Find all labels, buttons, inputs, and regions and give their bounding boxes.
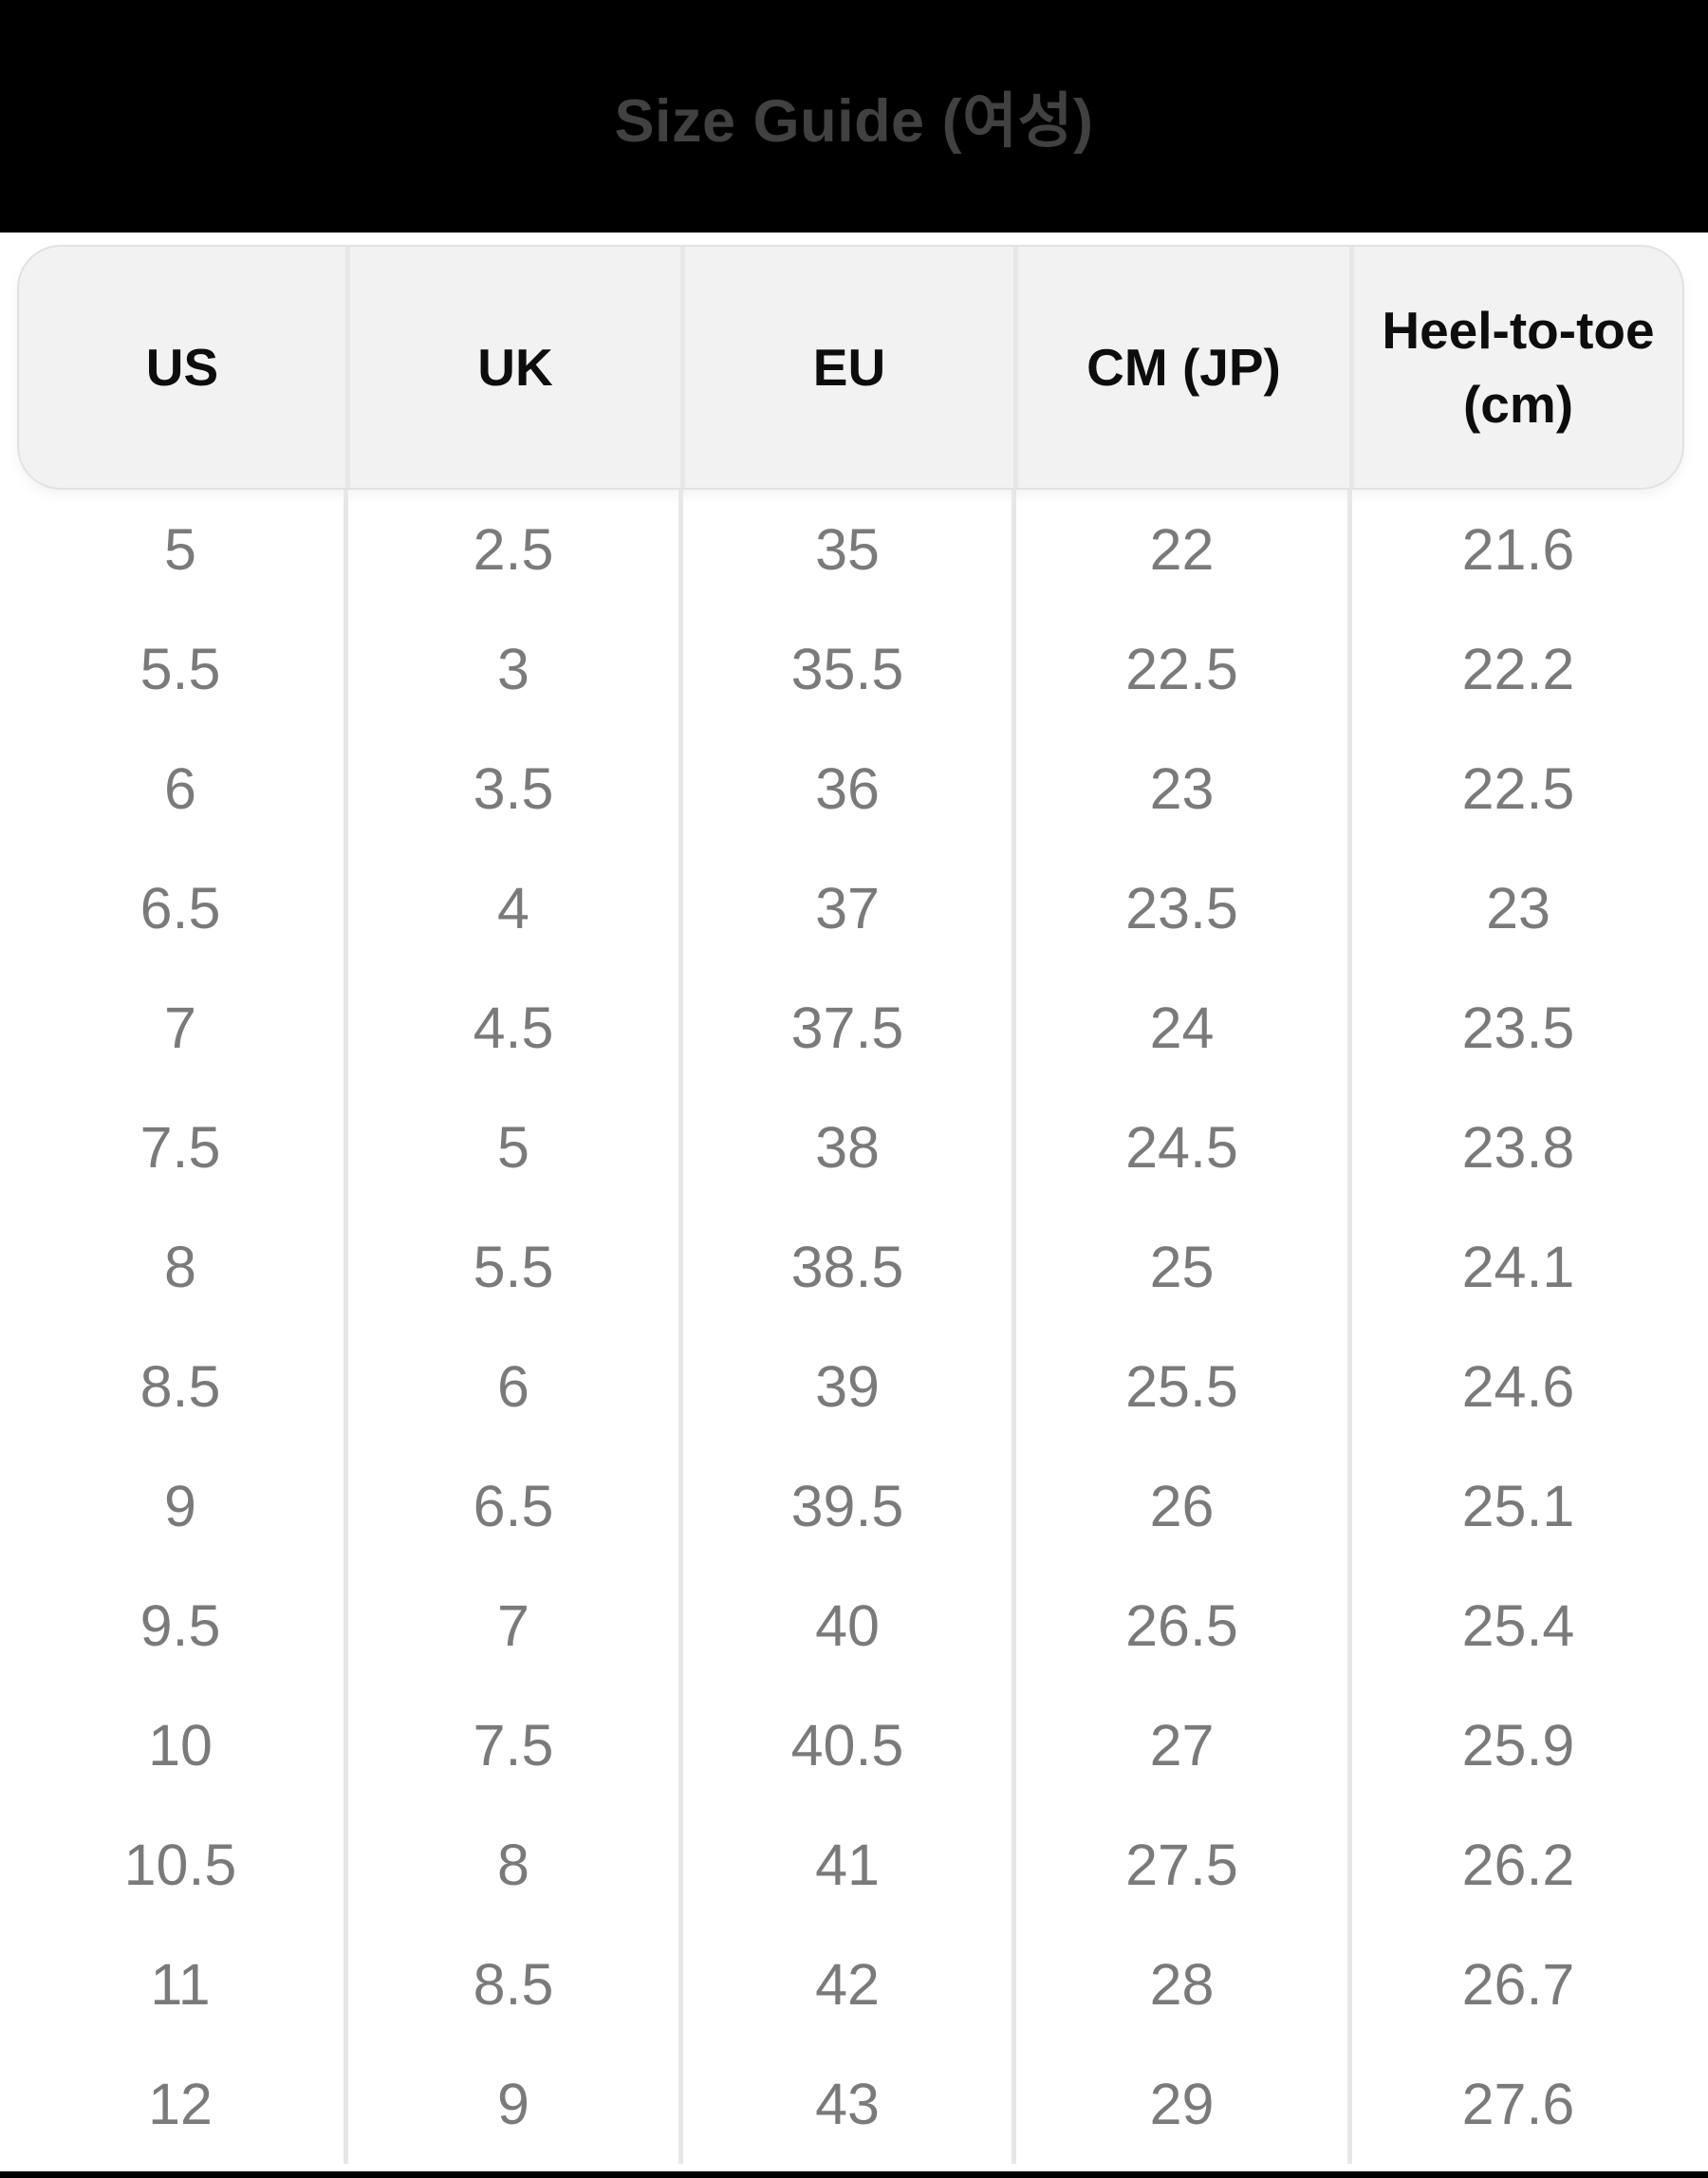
column-header-heel-to-toe-cm: Heel-to-toe (cm)	[1349, 247, 1682, 488]
table-cell: 21.6	[1347, 490, 1684, 609]
table-cell: 23	[1347, 848, 1684, 968]
table-cell: 27.5	[1012, 1805, 1347, 1925]
table-cell: 25.1	[1347, 1446, 1684, 1566]
table-cell: 8.5	[343, 1925, 678, 2044]
table-cell: 8	[343, 1805, 678, 1925]
table-cell: 40	[678, 1566, 1012, 1685]
table-cell: 40.5	[678, 1685, 1012, 1805]
table-cell: 6.5	[343, 1446, 678, 1566]
table-cell: 10	[148, 1713, 213, 1778]
table-cell: 25.5	[1012, 1327, 1347, 1446]
table-cell: 7.5	[343, 1685, 678, 1805]
size-table: US UK EU CM (JP) Heel-to-toe (cm) 5 2.5 35 22 21…	[17, 245, 1684, 2164]
table-cell: 23	[1012, 729, 1347, 848]
table-cell: 37.5	[678, 968, 1012, 1088]
table-cell: 5.5	[343, 1207, 678, 1327]
table-body: 5 2.5 35 22 21.6 5.5 3 35.5 22.5 22.2 6 3.5 36 23 22.5…	[17, 490, 1684, 2164]
table-cell: 5	[343, 1088, 678, 1207]
table-cell: 22.5	[1347, 729, 1684, 848]
table-cell: 6	[343, 1327, 678, 1446]
table-cell: 28	[1012, 1925, 1347, 2044]
column-header-cm-jp: CM (JP)	[1013, 247, 1349, 488]
table-cell: 26.5	[1012, 1566, 1347, 1685]
table-cell: 26	[1012, 1446, 1347, 1566]
table-cell: 23.5	[1012, 848, 1347, 968]
table-cell: 11	[150, 1952, 211, 2017]
column-header-us: US	[145, 338, 219, 397]
table-cell: 24	[1012, 968, 1347, 1088]
table-cell: 5	[164, 517, 196, 582]
table-cell: 41	[678, 1805, 1012, 1925]
table-cell: 6	[164, 756, 196, 821]
table-cell: 8	[164, 1235, 196, 1299]
table-cell: 27.6	[1347, 2044, 1684, 2164]
table-cell: 12	[148, 2072, 213, 2136]
table-cell: 22	[1012, 490, 1347, 609]
table-cell: 25	[1012, 1207, 1347, 1327]
table-cell: 26.7	[1347, 1925, 1684, 2044]
column-header-eu: EU	[680, 247, 1013, 488]
table-cell: 23.5	[1347, 968, 1684, 1088]
table-cell: 7	[164, 996, 196, 1060]
table-cell: 42	[678, 1925, 1012, 2044]
table-cell: 24.5	[1012, 1088, 1347, 1207]
table-cell: 25.4	[1347, 1566, 1684, 1685]
table-cell: 8.5	[139, 1354, 221, 1419]
table-cell: 5.5	[139, 637, 221, 701]
table-cell: 35.5	[678, 609, 1012, 729]
table-cell: 9	[343, 2044, 678, 2164]
table-cell: 39.5	[678, 1446, 1012, 1566]
table-cell: 39	[678, 1327, 1012, 1446]
table-cell: 7	[343, 1566, 678, 1685]
table-cell: 4.5	[343, 968, 678, 1088]
table-cell: 4	[343, 848, 678, 968]
table-cell: 35	[678, 490, 1012, 609]
table-cell: 38.5	[678, 1207, 1012, 1327]
table-cell: 36	[678, 729, 1012, 848]
column-header-uk: UK	[345, 247, 680, 488]
table-cell: 10.5	[123, 1833, 237, 1897]
bottom-edge-strip	[0, 2171, 1708, 2178]
table-cell: 24.1	[1347, 1207, 1684, 1327]
table-cell: 37	[678, 848, 1012, 968]
table-cell: 22.2	[1347, 609, 1684, 729]
table-cell: 3.5	[343, 729, 678, 848]
table-cell: 9	[164, 1474, 196, 1538]
table-cell: 24.6	[1347, 1327, 1684, 1446]
table-cell: 2.5	[343, 490, 678, 609]
table-cell: 29	[1012, 2044, 1347, 2164]
table-cell: 9.5	[139, 1593, 221, 1658]
table-cell: 43	[678, 2044, 1012, 2164]
table-cell: 38	[678, 1088, 1012, 1207]
table-cell: 25.9	[1347, 1685, 1684, 1805]
modal-title: Size Guide (여성)	[614, 88, 1094, 155]
table-cell: 7.5	[139, 1115, 221, 1180]
table-cell: 27	[1012, 1685, 1347, 1805]
table-header-row: US UK EU CM (JP) Heel-to-toe (cm)	[17, 245, 1684, 490]
table-cell: 22.5	[1012, 609, 1347, 729]
modal-header-bar: Size Guide (여성)	[0, 0, 1708, 233]
table-cell: 26.2	[1347, 1805, 1684, 1925]
table-cell: 3	[343, 609, 678, 729]
table-cell: 6.5	[139, 876, 221, 940]
table-cell: 23.8	[1347, 1088, 1684, 1207]
